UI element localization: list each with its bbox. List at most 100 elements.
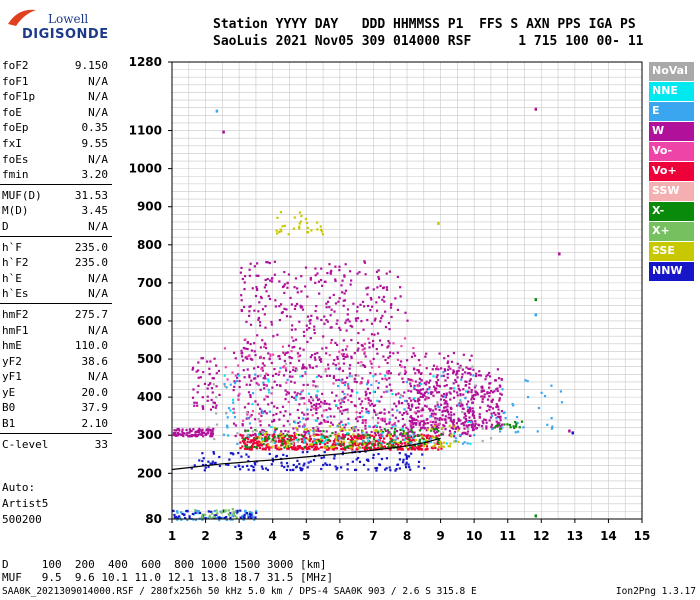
data-point <box>373 436 376 439</box>
data-point <box>354 374 357 377</box>
data-point <box>399 442 402 445</box>
data-point <box>209 462 212 465</box>
data-point <box>498 422 501 425</box>
data-point <box>342 440 345 443</box>
data-point <box>274 441 277 444</box>
data-point <box>338 440 342 443</box>
data-point <box>356 317 360 320</box>
data-point <box>192 518 195 521</box>
legend-item: X- <box>649 202 694 221</box>
data-point <box>307 392 311 395</box>
data-point <box>325 374 329 377</box>
data-point <box>439 398 443 401</box>
data-point <box>375 348 378 351</box>
data-point <box>234 465 237 469</box>
data-point <box>336 355 339 359</box>
data-point <box>431 421 435 424</box>
x-tick-label: 6 <box>336 529 344 543</box>
data-point <box>546 423 549 426</box>
data-point <box>356 310 359 313</box>
data-point <box>265 439 269 442</box>
data-point <box>417 369 420 372</box>
data-point <box>403 434 406 437</box>
data-point <box>410 390 413 393</box>
data-point <box>349 283 352 286</box>
data-point <box>302 425 305 429</box>
data-point <box>281 443 284 446</box>
data-point <box>335 436 338 439</box>
data-point <box>472 368 475 371</box>
data-point <box>410 416 414 420</box>
data-point <box>495 388 498 391</box>
data-point <box>323 322 326 325</box>
data-point <box>350 388 353 392</box>
data-point <box>194 511 197 515</box>
data-point <box>376 332 380 335</box>
data-point <box>372 357 375 361</box>
data-point <box>222 510 225 513</box>
data-point <box>227 407 231 410</box>
data-point <box>213 514 216 517</box>
data-point <box>431 436 434 439</box>
data-point <box>434 446 437 450</box>
data-point <box>410 435 413 439</box>
data-point <box>315 396 318 399</box>
data-point <box>369 309 372 312</box>
data-point <box>371 443 374 446</box>
data-point <box>300 438 303 441</box>
data-point <box>342 435 345 438</box>
data-point <box>212 450 215 454</box>
data-point <box>318 358 322 362</box>
data-point <box>179 511 183 514</box>
data-point <box>418 364 422 367</box>
data-point <box>215 364 218 367</box>
data-point <box>215 513 218 517</box>
data-point <box>515 415 519 419</box>
data-point <box>388 435 392 438</box>
data-point <box>432 427 435 431</box>
data-point <box>403 408 406 411</box>
data-point <box>264 305 267 308</box>
data-point <box>341 378 344 381</box>
data-point <box>486 404 490 407</box>
data-point <box>197 512 200 515</box>
data-point <box>341 433 344 436</box>
data-point <box>333 399 336 402</box>
data-point <box>457 369 460 372</box>
data-point <box>336 442 339 445</box>
data-point <box>287 344 291 347</box>
data-point <box>338 269 341 272</box>
data-point <box>302 383 305 387</box>
data-point <box>344 355 347 359</box>
data-point <box>350 437 354 440</box>
data-point <box>286 378 289 381</box>
data-point <box>391 423 394 426</box>
data-point <box>280 437 284 440</box>
data-point <box>351 427 354 430</box>
data-point <box>193 513 196 516</box>
data-point <box>276 406 279 410</box>
parameter-panel: foF2 9.150 foF1 N/A foF1p N/A foE N/A foEp 0.35 fx… <box>0 58 112 452</box>
data-point <box>359 415 362 419</box>
data-point <box>381 440 384 443</box>
data-point <box>390 303 393 306</box>
data-point <box>268 452 271 456</box>
data-point <box>412 433 415 436</box>
data-point <box>264 377 267 380</box>
data-point <box>243 376 246 379</box>
data-point <box>497 377 501 380</box>
data-point <box>389 389 392 392</box>
data-point <box>204 433 208 436</box>
data-point <box>293 307 297 311</box>
data-point <box>316 228 319 231</box>
data-point <box>262 377 265 380</box>
data-point <box>444 406 447 409</box>
data-point <box>295 438 298 441</box>
data-point <box>309 435 312 438</box>
data-point <box>429 437 433 440</box>
data-point <box>254 463 257 466</box>
data-point <box>334 363 337 367</box>
data-point <box>315 402 318 406</box>
data-point <box>449 416 452 419</box>
data-point <box>328 439 332 442</box>
